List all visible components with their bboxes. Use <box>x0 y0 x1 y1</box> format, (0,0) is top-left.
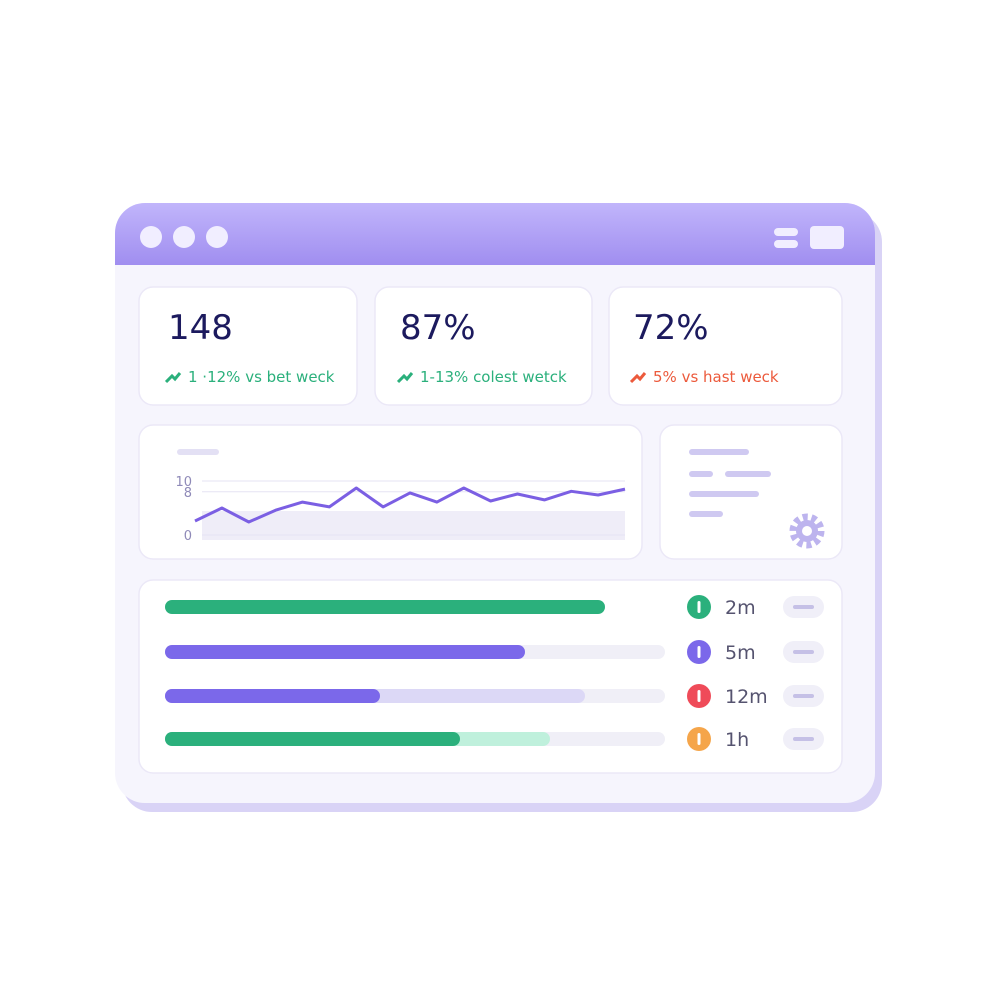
stat-value: 87% <box>400 308 476 348</box>
y-tick-label: 0 <box>184 529 192 544</box>
menu-icon[interactable] <box>774 240 798 248</box>
badge-mark <box>697 733 701 745</box>
window-dot[interactable] <box>173 226 195 248</box>
progress-bar <box>165 689 380 703</box>
stat-value: 72% <box>633 308 709 348</box>
time-label: 2m <box>725 597 756 619</box>
badge-mark <box>697 646 701 658</box>
time-label: 12m <box>725 686 768 708</box>
badge-mark <box>697 690 701 702</box>
content: 148 1 ·12% vs bet weck 87% 1-13% colest wet… <box>164 308 824 751</box>
trend-icon <box>629 372 647 384</box>
badge-mark <box>697 601 701 613</box>
stat-card <box>608 286 843 406</box>
y-tick-label: 8 <box>184 486 192 501</box>
stat-change: 1 ·12% vs bet weck <box>188 368 335 386</box>
tasks-card <box>138 579 843 774</box>
progress-bar <box>165 732 460 746</box>
stat-change: 1-13% colest wetck <box>420 368 567 386</box>
stat-card <box>374 286 593 406</box>
placeholder <box>725 471 771 477</box>
window-dot[interactable] <box>140 226 162 248</box>
placeholder <box>689 471 713 477</box>
chart-line <box>194 486 626 524</box>
placeholder <box>689 511 723 517</box>
placeholder <box>177 449 219 455</box>
row-action-mark <box>793 605 814 609</box>
title-bar <box>115 203 875 265</box>
window-icon[interactable] <box>810 226 844 249</box>
time-label: 5m <box>725 642 756 664</box>
placeholder <box>689 449 749 455</box>
row-action-mark <box>793 694 814 698</box>
progress-bar <box>165 600 605 614</box>
trend-icon <box>396 372 414 384</box>
settings-icon[interactable] <box>789 513 825 549</box>
window-dot[interactable] <box>206 226 228 248</box>
row-action-mark <box>793 737 814 741</box>
stat-change: 5% vs hast weck <box>653 368 779 386</box>
placeholder <box>689 491 759 497</box>
menu-icon[interactable] <box>774 228 798 236</box>
stat-value: 148 <box>168 308 233 348</box>
y-tick-label: 10 <box>175 475 192 490</box>
stat-card <box>138 286 358 406</box>
time-label: 1h <box>725 729 749 751</box>
row-action-mark <box>793 650 814 654</box>
trend-icon <box>164 372 182 384</box>
progress-bar <box>165 645 525 659</box>
